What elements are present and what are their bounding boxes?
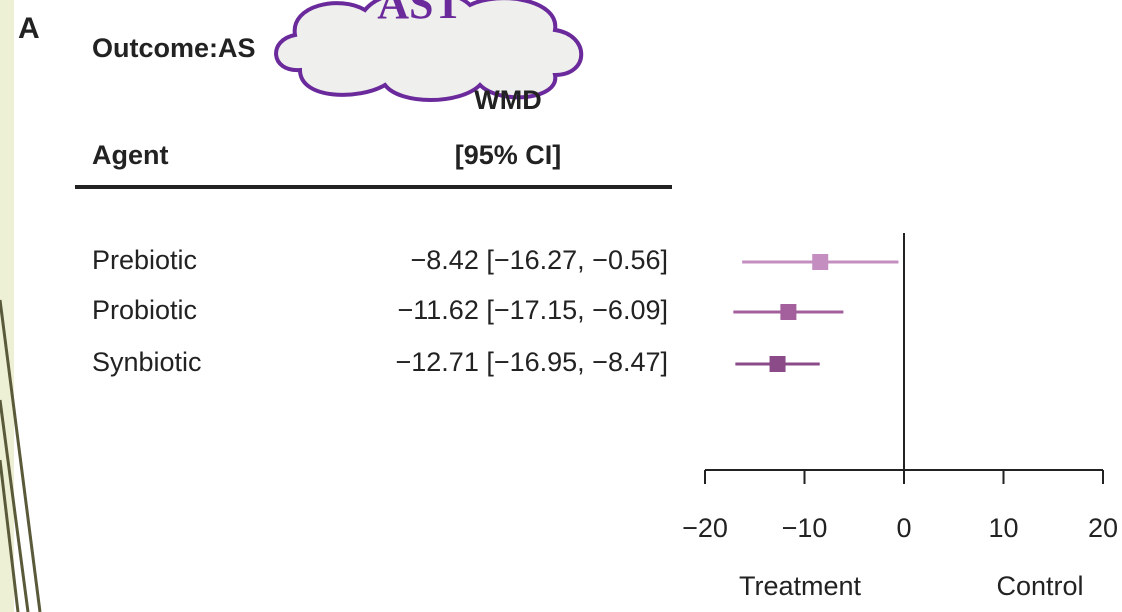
callout-text: AST xyxy=(377,0,463,28)
row-label: Synbiotic xyxy=(92,347,202,377)
column-header: WMD xyxy=(474,85,541,115)
subtitle: Outcome:AS xyxy=(92,33,256,63)
x-tick-label: 10 xyxy=(988,513,1018,543)
value-label: −11.62 [−17.15, −6.09] xyxy=(398,295,669,325)
point-estimate xyxy=(780,304,796,320)
panel-label: A xyxy=(18,12,40,45)
chart: A Outcome:AS AST Agent WMD [95% CI] −20 −… xyxy=(0,0,1122,612)
point-estimate xyxy=(812,254,828,270)
x-tick-label: −10 xyxy=(782,513,828,543)
value-label: −8.42 [−16.27, −0.56] xyxy=(411,245,668,275)
x-tick-label: −20 xyxy=(682,513,728,543)
column-header: [95% CI] xyxy=(455,140,562,170)
axis-label: Control xyxy=(996,571,1083,601)
x-tick-label: 20 xyxy=(1088,513,1118,543)
row-label: Prebiotic xyxy=(92,245,197,275)
point-estimate xyxy=(770,356,786,372)
x-tick-label: 0 xyxy=(896,513,911,543)
column-header: Agent xyxy=(92,140,169,170)
value-label: −12.71 [−16.95, −8.47] xyxy=(396,347,669,377)
axis-label: Treatment xyxy=(739,571,862,601)
row-label: Probiotic xyxy=(92,295,197,325)
